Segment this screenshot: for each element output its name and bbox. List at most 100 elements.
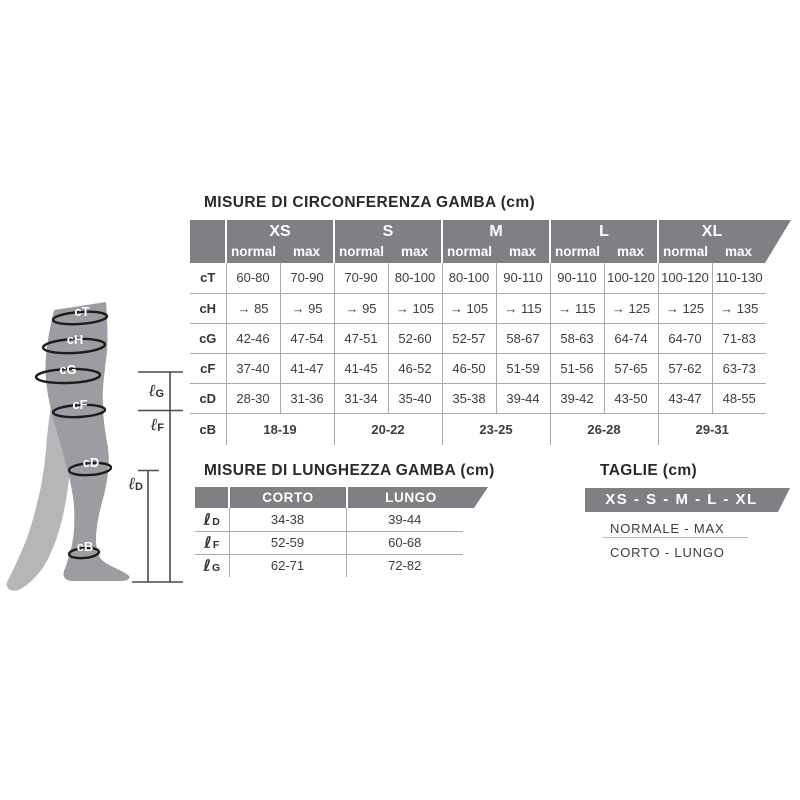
ring-label-cT: cT (74, 304, 89, 319)
cell: 31-34 (333, 383, 388, 414)
size-header-xl: XL normal max (659, 220, 765, 263)
cell: → 105 (441, 293, 496, 324)
subheader-normal: normal (338, 244, 384, 259)
cell: 51-59 (495, 353, 550, 384)
cell: → 85 (225, 293, 280, 324)
cell: 60-68 (345, 531, 463, 555)
circumference-table-title: MISURE DI CIRCONFERENZA GAMBA (cm) (204, 194, 536, 211)
cell: → 125 (657, 293, 712, 324)
cell: 80-100 (441, 263, 496, 294)
cell: 34-38 (228, 508, 346, 532)
cell: 52-60 (387, 323, 442, 354)
sizes-band-slant-decoration (778, 488, 790, 512)
cell: 47-54 (279, 323, 334, 354)
row-label: cT (190, 263, 226, 294)
row-label: ℓD (195, 508, 229, 532)
cell: 62-71 (228, 554, 346, 577)
size-header-s: S normal max (335, 220, 441, 263)
cell-merged: 23-25 (441, 413, 550, 445)
subheader-normal: normal (554, 244, 600, 259)
size-header-l: L normal max (551, 220, 657, 263)
table-row-cB: cB 18-19 20-22 23-25 26-28 29-31 (190, 413, 766, 445)
cell: 46-52 (387, 353, 442, 384)
cell-merged: 26-28 (549, 413, 658, 445)
length-table-header: CORTO LUNGO (195, 487, 495, 508)
table-row-lG: ℓG 62-71 72-82 (195, 554, 463, 577)
cell-merged: 29-31 (657, 413, 766, 445)
circumference-table-header: XS normal max S normal max M normal max … (190, 220, 794, 263)
cell: → 95 (279, 293, 334, 324)
circumference-ring-cT (51, 310, 109, 326)
cell: 100-120 (657, 263, 712, 294)
ring-label-cG: cG (59, 362, 76, 377)
size-label: S (382, 223, 394, 240)
cell: 42-46 (225, 323, 280, 354)
leg-front-silhouette (45, 302, 130, 581)
header-corner-cell (195, 487, 228, 508)
column-header-corto: CORTO (230, 487, 346, 508)
cell: 39-44 (495, 383, 550, 414)
header-slant-decoration (765, 220, 791, 263)
cell: 57-62 (657, 353, 712, 384)
cell: 72-82 (345, 554, 463, 577)
cell: 52-59 (228, 531, 346, 555)
circumference-ring-cD (67, 461, 113, 477)
cell: 35-38 (441, 383, 496, 414)
header-corner-cell (190, 220, 225, 263)
row-label: cH (190, 293, 226, 324)
size-header-xs: XS normal max (227, 220, 333, 263)
sizes-variant-normale-max: NORMALE - MAX (610, 521, 725, 536)
leg-measurement-illustration: cT cH cG cF cD cB ℓG ℓF ℓD (6, 302, 183, 591)
sizes-band: XS - S - M - L - XL (585, 488, 778, 512)
sizes-panel-title: TAGLIE (cm) (600, 462, 698, 479)
cell: → 95 (333, 293, 388, 324)
cell: 90-110 (549, 263, 604, 294)
cell: 57-65 (603, 353, 658, 384)
divider (602, 537, 748, 538)
length-label-lF: ℓF (150, 415, 164, 435)
subheader-max: max (292, 244, 321, 259)
size-label: XL (701, 223, 723, 240)
cell: 70-90 (333, 263, 388, 294)
cell: 39-42 (549, 383, 604, 414)
cell: 28-30 (225, 383, 280, 414)
ring-label-cF: cF (72, 397, 87, 412)
subheader-normal: normal (446, 244, 492, 259)
cell: 31-36 (279, 383, 334, 414)
cell: 58-63 (549, 323, 604, 354)
circumference-ring-cB (67, 546, 101, 560)
table-row-cG: cG 42-46 47-54 47-51 52-60 52-57 58-67 5… (190, 323, 766, 354)
cell: 35-40 (387, 383, 442, 414)
cell: 100-120 (603, 263, 658, 294)
ring-label-cB: cB (77, 539, 94, 554)
cell: 43-47 (657, 383, 712, 414)
cell: 60-80 (225, 263, 280, 294)
subheader-max: max (616, 244, 645, 259)
table-row-cF: cF 37-40 41-47 41-45 46-52 46-50 51-59 5… (190, 353, 766, 384)
subheader-max: max (508, 244, 537, 259)
cell: 48-55 (711, 383, 766, 414)
subheader-normal: normal (230, 244, 276, 259)
circumference-ring-cG (34, 367, 102, 385)
row-label: cD (190, 383, 226, 414)
subheader-normal: normal (662, 244, 708, 259)
cell: → 125 (603, 293, 658, 324)
cell: 43-50 (603, 383, 658, 414)
cell: 64-74 (603, 323, 658, 354)
table-row-cH: cH → 85 → 95 → 95 → 105 → 105 → 115 → 11… (190, 293, 766, 324)
table-row-cD: cD 28-30 31-36 31-34 35-40 35-38 39-44 3… (190, 383, 766, 414)
cell: 39-44 (345, 508, 463, 532)
subheader-max: max (400, 244, 429, 259)
cell: 46-50 (441, 353, 496, 384)
row-label: cG (190, 323, 226, 354)
cell: 51-56 (549, 353, 604, 384)
cell: 63-73 (711, 353, 766, 384)
table-row-lD: ℓD 34-38 39-44 (195, 508, 463, 532)
cell: → 115 (549, 293, 604, 324)
size-label: L (599, 223, 609, 240)
length-label-lD: ℓD (128, 474, 143, 494)
length-label-lG: ℓG (148, 381, 164, 401)
cell: 58-67 (495, 323, 550, 354)
circumference-table: cT 60-80 70-90 70-90 80-100 80-100 90-11… (190, 263, 766, 445)
